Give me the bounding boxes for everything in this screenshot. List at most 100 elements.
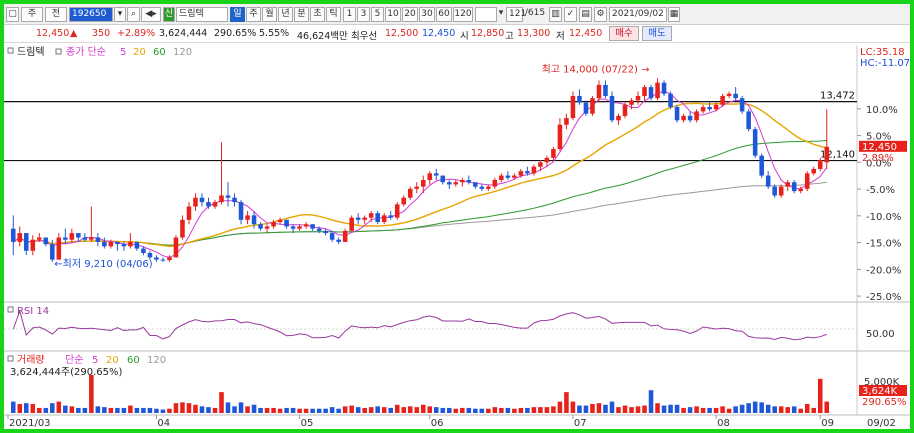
volume-bar bbox=[557, 401, 563, 413]
volume-bar bbox=[739, 404, 745, 413]
volume-bar bbox=[251, 404, 257, 413]
pct-tick-label: -15.0% bbox=[866, 239, 901, 250]
prev-button[interactable]: 전 bbox=[45, 7, 67, 22]
code-dropdown-icon[interactable]: ▾ bbox=[114, 7, 126, 22]
period-year-tab[interactable]: 년 bbox=[278, 7, 293, 22]
chart-options-icon[interactable]: ▥ bbox=[549, 7, 562, 22]
volume-bar bbox=[798, 408, 803, 413]
volume-bar bbox=[551, 406, 556, 413]
ma5-line bbox=[13, 90, 828, 259]
volume-bar bbox=[661, 405, 667, 413]
volume-bar bbox=[648, 390, 654, 413]
volume-bar bbox=[10, 401, 16, 413]
volume-bar bbox=[17, 403, 23, 413]
candle-body bbox=[661, 82, 667, 94]
period-tick-tab[interactable]: 틱 bbox=[326, 7, 341, 22]
period-type-button[interactable]: 주 bbox=[21, 7, 43, 22]
volume-bar bbox=[466, 407, 472, 413]
candle-body bbox=[817, 160, 823, 169]
current-volume: 3,624,444주(290.65%) bbox=[10, 367, 122, 378]
window-menu-icon[interactable]: ▢ bbox=[6, 7, 19, 22]
volume-bar bbox=[82, 407, 88, 413]
candle-body bbox=[284, 219, 289, 227]
candle-body bbox=[388, 215, 393, 218]
page-count-input[interactable]: 121 bbox=[506, 7, 526, 22]
interval-10[interactable]: 10 bbox=[385, 7, 401, 22]
volume-bar bbox=[570, 401, 576, 413]
calendar-icon[interactable]: ▦ bbox=[668, 7, 680, 22]
gear-icon[interactable]: ⚙ bbox=[594, 7, 607, 22]
volume-bar bbox=[616, 407, 621, 413]
candle-body bbox=[342, 230, 348, 242]
candle-body bbox=[193, 197, 198, 207]
volume-bar bbox=[590, 403, 595, 413]
candle-body bbox=[310, 224, 315, 229]
period-week-tab[interactable]: 주 bbox=[246, 7, 261, 22]
volume-bar bbox=[518, 407, 524, 413]
stock-code-input[interactable]: 192650 bbox=[69, 7, 113, 22]
legend-ma-icon[interactable] bbox=[55, 48, 62, 55]
candle-body bbox=[147, 252, 153, 258]
interval-input[interactable] bbox=[475, 7, 497, 22]
rsi-title: RSI 14 bbox=[17, 306, 49, 317]
candle-body bbox=[407, 188, 413, 198]
candle-body bbox=[460, 180, 465, 183]
volume-bar bbox=[173, 403, 179, 413]
check-icon[interactable]: ✓ bbox=[564, 7, 577, 22]
save-icon[interactable]: ▤ bbox=[579, 7, 592, 22]
pct-tick-label: -20.0% bbox=[866, 265, 901, 276]
volume-bar bbox=[609, 401, 615, 413]
candle-body bbox=[69, 233, 75, 240]
time-tick-label: 09 bbox=[821, 418, 834, 429]
search-icon[interactable]: ⌕ bbox=[127, 7, 140, 22]
interval-3[interactable]: 3 bbox=[357, 7, 370, 22]
legend-ma20: 20 bbox=[133, 47, 146, 58]
interval-dropdown-icon[interactable]: ▾ bbox=[498, 8, 504, 18]
volume-bar bbox=[76, 407, 81, 413]
trade-amount: 46,624백만 bbox=[297, 31, 348, 42]
candle-body bbox=[648, 87, 654, 99]
candle-body bbox=[824, 146, 830, 163]
volume-bar bbox=[219, 392, 224, 413]
interval-30[interactable]: 30 bbox=[419, 7, 435, 22]
volume-bar bbox=[772, 406, 777, 413]
period-minute-tab[interactable]: 분 bbox=[294, 7, 309, 22]
change-rate: +2.89% bbox=[117, 28, 156, 39]
volume-bar bbox=[811, 407, 817, 413]
candle-body bbox=[629, 100, 634, 105]
volume-bar bbox=[290, 407, 296, 413]
candle-body bbox=[329, 233, 335, 240]
period-day-tab[interactable]: 일 bbox=[230, 7, 245, 22]
volume-bar bbox=[629, 407, 634, 413]
volume-legend-icon[interactable] bbox=[7, 355, 14, 362]
sell-button[interactable]: 매도 bbox=[642, 26, 672, 41]
volume-ma120: 120 bbox=[147, 355, 166, 366]
volume-bar bbox=[583, 405, 589, 413]
rsi-legend-icon[interactable] bbox=[7, 306, 14, 313]
candle-body bbox=[531, 166, 537, 174]
sound-icon[interactable]: ◀▸ bbox=[141, 7, 161, 22]
interval-60[interactable]: 60 bbox=[436, 7, 452, 22]
candle-body bbox=[590, 98, 595, 114]
stock-badge-icon: 신 bbox=[163, 7, 175, 22]
candle-body bbox=[544, 157, 550, 163]
volume-bar bbox=[381, 407, 387, 413]
interval-120[interactable]: 120 bbox=[453, 7, 473, 22]
candle-body bbox=[121, 244, 127, 247]
interval-5[interactable]: 5 bbox=[371, 7, 384, 22]
volume-bar bbox=[141, 407, 146, 413]
interval-1[interactable]: 1 bbox=[343, 7, 356, 22]
date-field[interactable]: 2021/09/02 bbox=[609, 7, 667, 22]
period-month-tab[interactable]: 월 bbox=[262, 7, 277, 22]
legend-collapse-icon[interactable] bbox=[7, 47, 14, 54]
interval-20[interactable]: 20 bbox=[402, 7, 418, 22]
low-annotation: ←최저 9,210 (04/06) bbox=[54, 258, 152, 270]
legend-ma60: 60 bbox=[153, 47, 166, 58]
candle-body bbox=[251, 215, 257, 225]
stock-name-field[interactable]: 드림텍 bbox=[176, 7, 228, 22]
period-second-tab[interactable]: 초 bbox=[310, 7, 325, 22]
candle-body bbox=[102, 241, 107, 247]
buy-button[interactable]: 매수 bbox=[609, 26, 639, 41]
volume-bar bbox=[531, 407, 537, 413]
candle-body bbox=[720, 95, 725, 105]
